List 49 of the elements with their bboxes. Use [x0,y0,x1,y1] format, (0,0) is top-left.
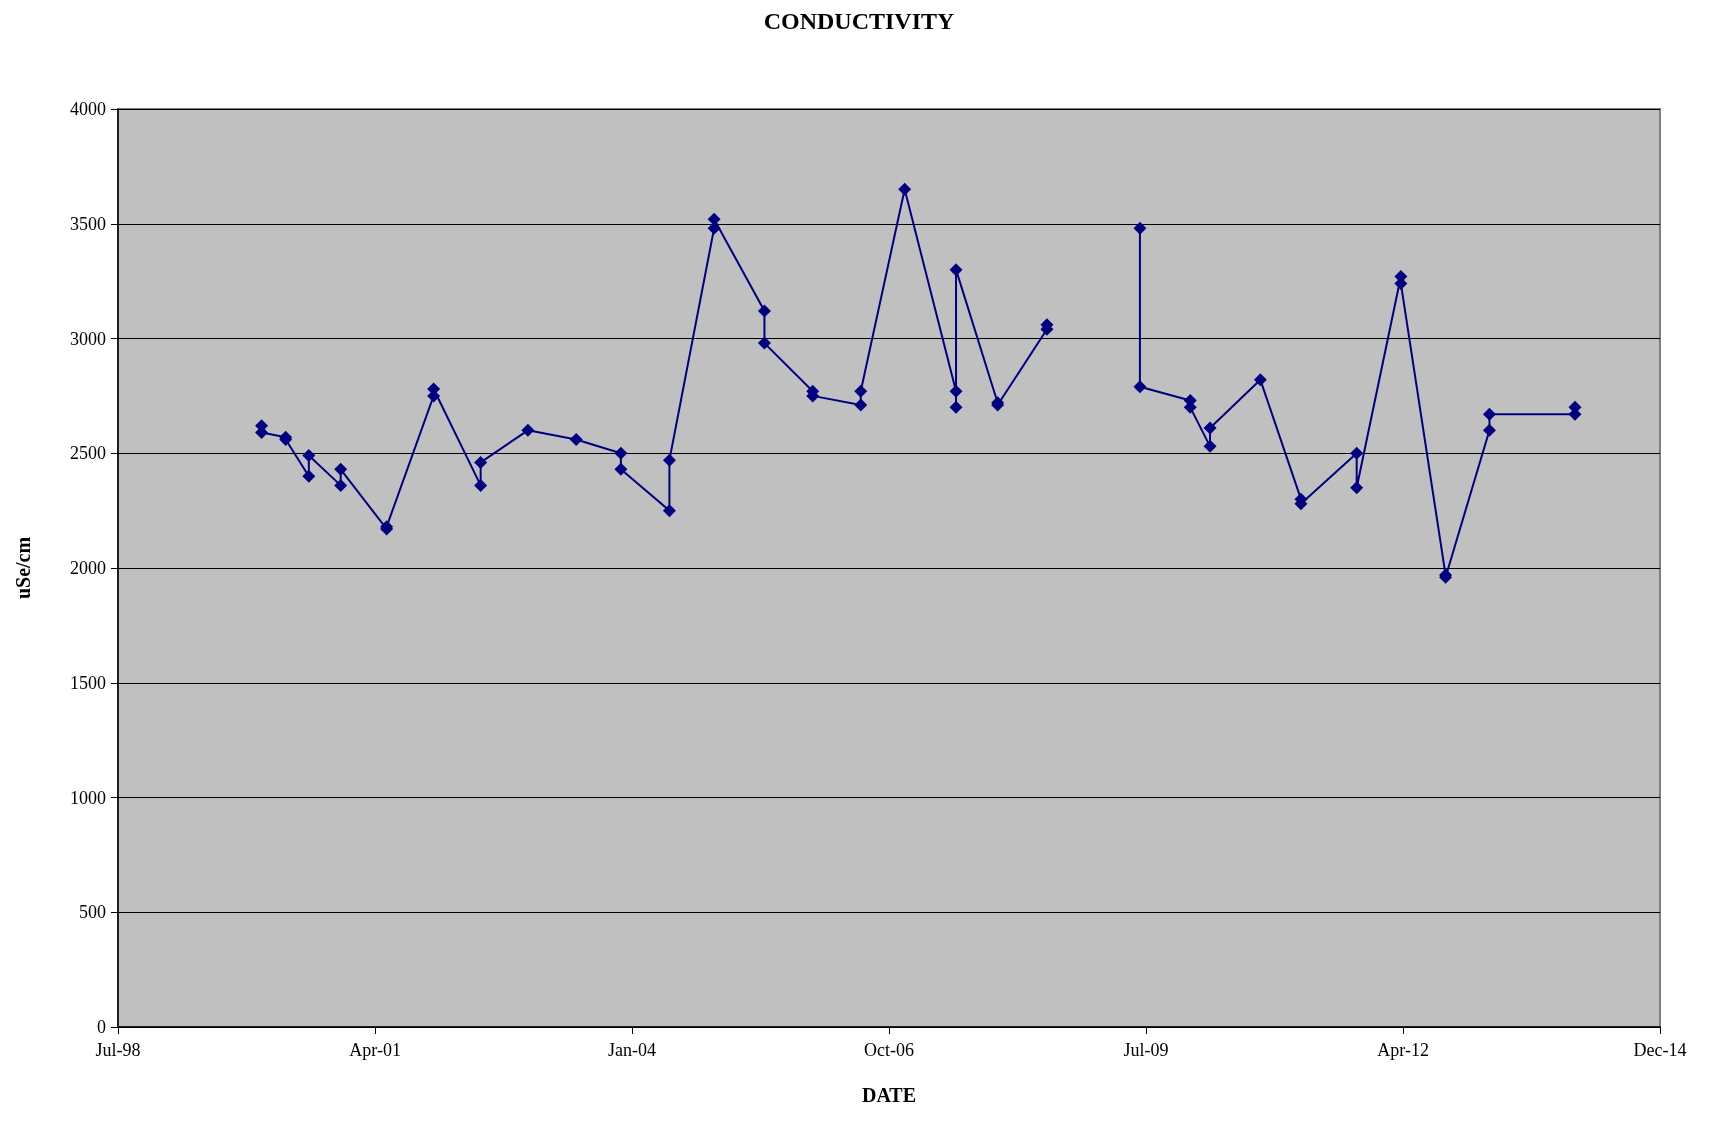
x-tick-label: Oct-06 [864,1040,914,1060]
point [1350,481,1364,495]
point [614,462,628,476]
point [1482,423,1496,437]
point [1482,407,1496,421]
point [854,398,868,412]
point [757,304,771,318]
y-tick-label: 500 [79,902,106,923]
y-tick-label: 3500 [70,213,106,234]
y-tick-label: 2000 [70,558,106,578]
y-axis-title: uSe/cm [12,536,34,600]
point [854,384,868,398]
chart-title: CONDUCTIVITY [763,8,955,34]
y-tick-label: 0 [97,1017,106,1037]
point [949,384,963,398]
point [1350,446,1364,460]
x-axis-title: DATE [861,1084,917,1106]
point [474,455,488,469]
point [1203,439,1217,453]
point [521,423,535,437]
y-tick-label: 2500 [70,443,106,464]
y-tick-label: 1500 [70,672,106,693]
point [1133,380,1147,394]
point [662,504,676,518]
point [334,462,348,476]
point [1203,421,1217,435]
y-tick-label: 3000 [70,328,106,349]
point [949,263,963,277]
x-tick-label: Jul-98 [95,1040,141,1060]
point [662,453,676,467]
x-tick-label: Dec-14 [1633,1040,1687,1060]
x-tick-label: Apr-01 [349,1040,401,1060]
point [1253,373,1267,387]
point [474,478,488,492]
point [707,212,721,226]
point [614,446,628,460]
point [569,432,583,446]
point [302,449,316,463]
point [949,400,963,414]
point [757,336,771,350]
point [898,182,912,196]
y-tick-label: 1000 [70,787,106,808]
x-tick-label: Jan-04 [607,1040,656,1060]
x-tick-label: Apr-12 [1377,1040,1429,1060]
x-tick-label: Jul-09 [1123,1040,1169,1060]
point [1133,221,1147,235]
point [334,478,348,492]
point [302,469,316,483]
y-tick-label: 4000 [70,99,106,119]
